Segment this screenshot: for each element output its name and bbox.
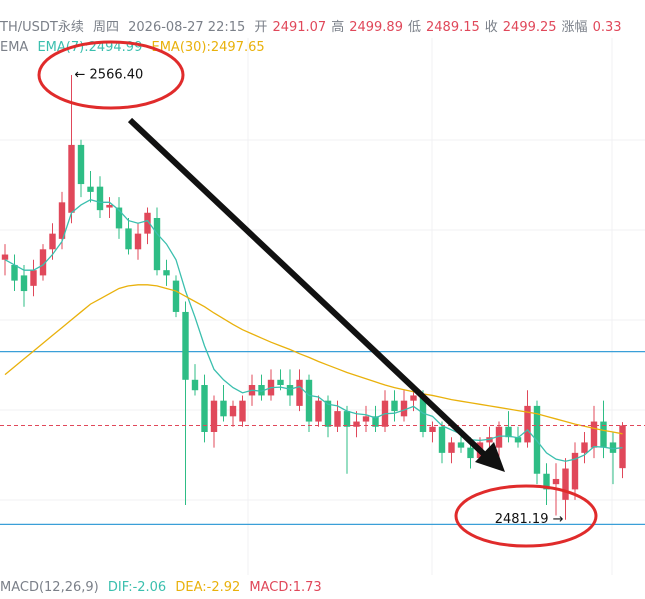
candle-body [543,473,550,490]
candle-body [410,395,417,401]
candle-body [362,416,370,422]
candle-body [125,228,132,250]
candle-body [201,385,208,432]
candle-body [372,416,379,427]
ema-line [4,284,623,435]
symbol: TH/USDT永续 [0,20,84,35]
candle-body [106,204,113,208]
candle-body [429,426,436,432]
weekday: 周四 [92,20,119,35]
candle-body [353,421,360,427]
field-value: 2499.25 [502,20,557,35]
candle-body [229,405,237,417]
candle-body [220,400,227,417]
candle-body [324,400,332,427]
candle-body [96,186,104,211]
field-value: 2499.89 [349,20,403,35]
candle-body [505,426,512,438]
candle-body [286,385,294,396]
highlight-circle [37,40,185,110]
header: TH/USDT永续 周四 2026-08-27 22:15 开 2491.07 高 2… [0,16,645,35]
time: 2026-08-27 22:15 [128,20,246,35]
candle-body [77,144,85,185]
candle-body [172,280,180,312]
candle-body [210,400,218,432]
candle-body [39,249,47,276]
candle-body [600,421,607,448]
field-value: 2489.15 [426,20,480,35]
candle-body [11,264,18,281]
candle-body [438,426,446,453]
field-label: 低 [407,20,421,35]
candle-body [524,405,531,443]
chart: ← 2566.40 2481.19 → [0,38,645,575]
candle-body [258,385,265,396]
macd-value: MACD:1.73 [249,580,322,595]
candle-body [343,411,351,427]
candle-body [448,442,455,453]
macd-dea: DEA:-2.92 [175,580,241,595]
candle-body [191,379,199,391]
candle-body [182,311,189,380]
candle-body [1,254,9,260]
field-value: 0.33 [592,20,622,35]
candle-body [571,452,579,490]
candle-body [20,275,28,292]
candle-body [533,405,541,474]
candle-body [163,270,170,276]
candle-body [153,217,161,271]
ohlc-fields: 开 2491.07 高 2499.89 低 2489.15 收 2499.25 涨幅 0.33 [254,20,626,35]
plot [0,74,645,525]
candle-body [495,426,503,448]
macd-legend: MACD(12,26,9) DIF:-2.06 DEA:-2.92 MACD:1… [0,580,645,595]
highlight-circle [454,484,598,548]
candle-body [134,233,142,250]
candle-body [87,186,94,192]
candle-body [581,442,588,453]
candle-body [296,379,303,406]
candle-body [144,212,151,234]
legend-entry: EMA(30):2497.65 [151,40,265,55]
candle-body [68,144,75,213]
candle-body [467,447,474,459]
candle-body [514,437,522,443]
candle-body [562,468,569,500]
field-label: 收 [484,20,498,35]
field-label: 开 [254,20,268,35]
macd-title: MACD(12,26,9) [0,580,99,595]
candle-body [277,379,284,386]
candle-body [239,400,246,422]
macd-dif: DIF:-2.06 [107,580,167,595]
background-grid [0,38,645,575]
candle-body [609,442,617,453]
candle-body [391,400,398,412]
field-label: 高 [331,20,345,35]
field-value: 2491.07 [272,20,327,35]
candle-body [115,207,123,229]
candle-body [590,421,598,448]
candle-body [457,442,465,448]
candle-body [400,400,408,417]
candle-body [30,270,37,286]
candle-body [552,478,560,485]
field-label: 涨幅 [561,20,588,35]
annotation: 2481.19 → [495,512,564,527]
candle-body [49,233,56,250]
candle-body [619,425,626,469]
ema-line [4,199,623,462]
candle-body [315,400,322,422]
annotation: ← 2566.40 [75,67,144,82]
indicator-title: EMA [0,40,29,55]
arrow [127,117,505,472]
candle-body [305,379,313,422]
candle-body [58,202,66,239]
candle-body [334,411,341,427]
